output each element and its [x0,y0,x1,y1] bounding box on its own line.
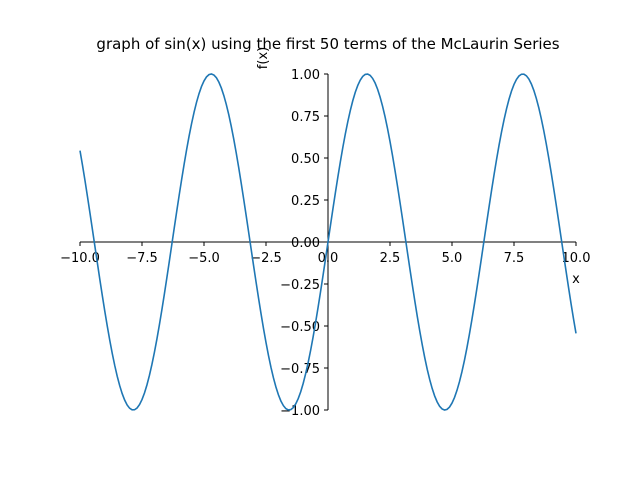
x-ticks: −10.0 −7.5 −5.0 −2.5 0.0 2.5 5.0 7.5 10.0 [60,242,590,266]
y-axis-label: f(x) [256,47,271,69]
x-tick-label: −10.0 [60,251,100,266]
y-tick-label: 1.00 [291,68,320,83]
x-tick-label: −7.5 [126,251,158,266]
x-tick-label: −2.5 [250,251,282,266]
series-line-sin [79,73,577,411]
x-tick-label: 0.0 [318,251,339,266]
y-tick-label: 0.75 [291,110,320,125]
x-tick-label: 10.0 [562,251,591,266]
x-tick-label: 7.5 [504,251,525,266]
x-tick-label: −5.0 [188,251,220,266]
y-tick-label: −1.00 [280,404,320,419]
y-tick-label: 0.00 [291,236,320,251]
y-tick-label: −0.75 [280,362,320,377]
y-tick-label: 0.25 [291,194,320,209]
y-tick-label: 0.50 [291,152,320,167]
y-tick-label: −0.25 [280,278,320,293]
x-tick-label: 5.0 [442,251,463,266]
y-ticks: −1.00 −0.75 −0.50 −0.25 0.00 0.25 0.50 0.75 1.00 [280,68,328,419]
x-tick-label: 2.5 [380,251,401,266]
x-axis-label: x [572,272,580,287]
chart-title: graph of sin(x) using the first 50 terms… [96,35,559,53]
y-tick-label: −0.50 [280,320,320,335]
